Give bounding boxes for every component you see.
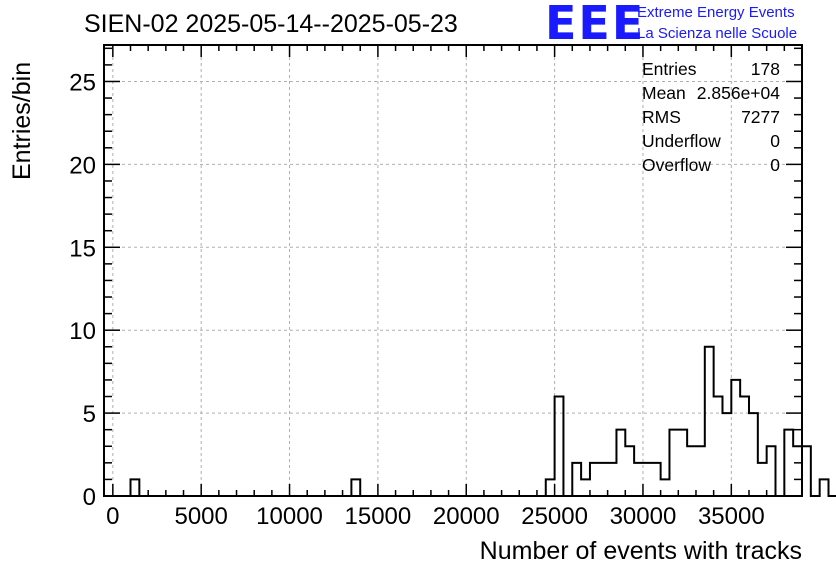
x-tick-label: 25000 bbox=[521, 503, 588, 530]
x-tick-label: 0 bbox=[106, 503, 119, 530]
stats-rms-value: 7277 bbox=[741, 107, 780, 127]
y-axis-label: Entries/bin bbox=[8, 61, 36, 180]
plot-frame bbox=[103, 44, 803, 497]
x-tick-label: 30000 bbox=[610, 503, 677, 530]
stats-rms-row: RMS 7277 bbox=[642, 107, 780, 131]
logo-line-1: Extreme Energy Events bbox=[637, 4, 795, 21]
chart-title: SIEN-02 2025-05-14--2025-05-23 bbox=[84, 10, 458, 38]
x-tick-label: 5000 bbox=[174, 503, 227, 530]
stats-underflow-label: Underflow bbox=[642, 131, 721, 151]
stats-underflow-row: Underflow 0 bbox=[642, 131, 780, 155]
stats-overflow-value: 0 bbox=[770, 155, 780, 175]
stats-mean-label: Mean bbox=[642, 83, 686, 103]
x-axis-label: Number of events with tracks bbox=[479, 537, 802, 565]
x-tick-label: 20000 bbox=[433, 503, 500, 530]
stats-underflow-value: 0 bbox=[770, 131, 780, 151]
stats-box: Entries 178 Mean 2.856e+04 RMS 7277 Unde… bbox=[642, 59, 780, 179]
stats-overflow-row: Overflow 0 bbox=[642, 155, 780, 179]
stats-entries-label: Entries bbox=[642, 59, 697, 79]
stats-mean-value: 2.856e+04 bbox=[696, 83, 780, 103]
x-tick-label: 15000 bbox=[345, 503, 412, 530]
logo-line-2: La Scienza nelle Scuole bbox=[637, 25, 798, 42]
y-tick-label: 5 bbox=[83, 401, 96, 428]
y-axis-ticks: 0 5 10 15 20 25 bbox=[69, 47, 802, 511]
stats-overflow-label: Overflow bbox=[642, 155, 712, 175]
x-tick-label: 10000 bbox=[256, 503, 323, 530]
x-tick-label: 35000 bbox=[698, 503, 765, 530]
y-tick-label: 10 bbox=[69, 318, 96, 345]
y-tick-label: 20 bbox=[69, 152, 96, 179]
y-tick-label: 15 bbox=[69, 235, 96, 262]
stats-mean-row: Mean 2.856e+04 bbox=[642, 83, 780, 107]
y-tick-label: 0 bbox=[83, 484, 96, 511]
eee-logo: EEE bbox=[545, 0, 646, 50]
stats-entries-row: Entries 178 bbox=[642, 59, 780, 83]
grid-lines bbox=[104, 45, 802, 496]
x-axis-ticks: 0 5000 10000 15000 20000 25000 30000 35000 bbox=[106, 45, 803, 530]
y-tick-label: 25 bbox=[69, 69, 96, 96]
stats-rms-label: RMS bbox=[642, 107, 681, 127]
stats-entries-value: 178 bbox=[750, 59, 780, 79]
